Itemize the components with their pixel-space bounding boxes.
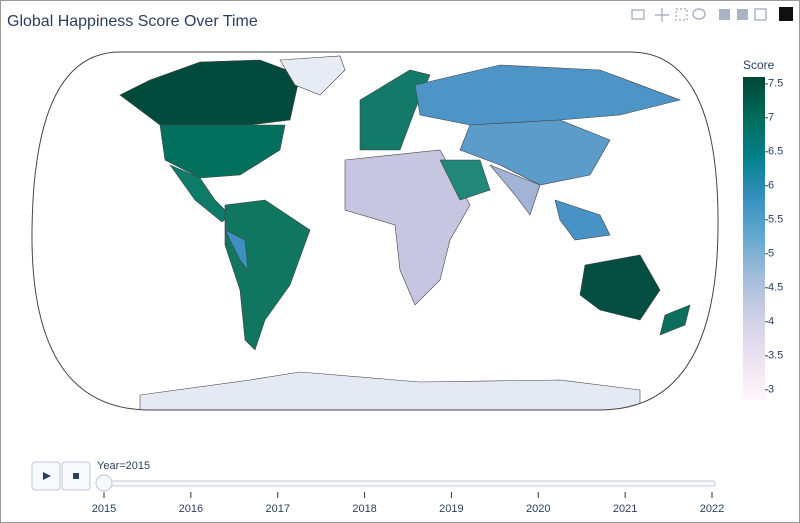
slider-step-label: 2022 bbox=[700, 503, 724, 515]
russia bbox=[414, 64, 682, 126]
reset-icon[interactable] bbox=[754, 8, 767, 21]
stop-icon bbox=[73, 473, 79, 479]
australia bbox=[579, 254, 661, 321]
zoom-in-icon[interactable] bbox=[719, 9, 730, 20]
colorbar-tick-label: 6.5 bbox=[768, 146, 783, 158]
camera-icon[interactable] bbox=[631, 9, 645, 20]
modebar bbox=[631, 7, 793, 22]
new-zealand bbox=[659, 304, 691, 336]
asia bbox=[459, 119, 611, 186]
colorbar-tick-label: 6 bbox=[768, 180, 774, 192]
greenland bbox=[279, 55, 346, 96]
map-outline bbox=[31, 51, 719, 411]
slider-step-label: 2019 bbox=[439, 503, 463, 515]
europe bbox=[359, 69, 431, 151]
slider-step-label: 2015 bbox=[92, 503, 116, 515]
pan-icon[interactable] bbox=[655, 8, 669, 22]
colorbar-tick-label: 4.5 bbox=[768, 282, 783, 294]
plotly-logo[interactable] bbox=[779, 7, 793, 21]
india bbox=[489, 164, 541, 216]
colorbar-tick-label: 5 bbox=[768, 248, 774, 260]
south-america bbox=[224, 199, 311, 351]
play-icon bbox=[43, 472, 51, 480]
slider-label: Year=2015 bbox=[97, 460, 150, 472]
colorbar-tick-label: 3.5 bbox=[768, 350, 783, 362]
slider-step-label: 2021 bbox=[613, 503, 637, 515]
southeast-asia bbox=[554, 199, 611, 241]
andes bbox=[224, 229, 249, 271]
colorbar-tick-label: 7.5 bbox=[768, 78, 783, 90]
map bbox=[31, 52, 719, 410]
slider-track[interactable] bbox=[96, 480, 716, 487]
slider-handle[interactable] bbox=[95, 474, 113, 492]
colorbar-tick-label: 4 bbox=[768, 316, 774, 328]
antarctica bbox=[139, 371, 641, 410]
chart-title: Global Happiness Score Over Time bbox=[7, 13, 258, 30]
slider-step-label: 2016 bbox=[179, 503, 203, 515]
slider-step-label: 2020 bbox=[526, 503, 550, 515]
colorbar-title: Score bbox=[743, 58, 775, 72]
colorbar-tick-label: 5.5 bbox=[768, 214, 783, 226]
lasso-icon[interactable] bbox=[692, 8, 706, 20]
colorbar bbox=[743, 77, 765, 400]
zoom-out-icon[interactable] bbox=[737, 9, 748, 20]
canada bbox=[119, 59, 301, 126]
slider-step-label: 2017 bbox=[265, 503, 289, 515]
colorbar-tick-label: 7 bbox=[768, 112, 774, 124]
slider-step-label: 2018 bbox=[352, 503, 376, 515]
colorbar-tick-label: 3 bbox=[768, 384, 774, 396]
middle-east bbox=[439, 159, 491, 201]
select-icon[interactable] bbox=[675, 8, 688, 21]
usa bbox=[159, 124, 286, 179]
